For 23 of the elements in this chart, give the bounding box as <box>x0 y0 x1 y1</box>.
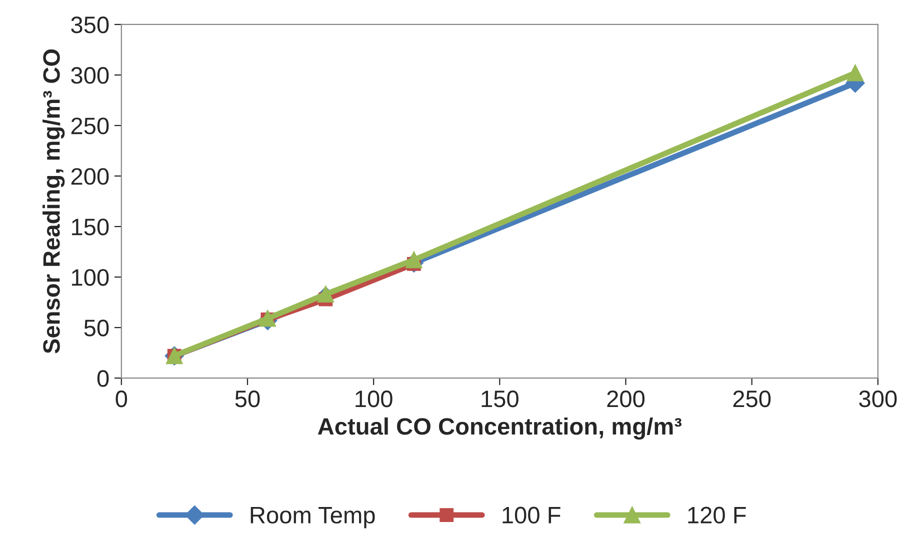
point <box>406 252 422 268</box>
legend-label: Room Temp <box>250 507 375 528</box>
y-tick-label: 350 <box>71 16 109 34</box>
y-tick-label: 100 <box>72 269 109 286</box>
y-tick-label: 250 <box>71 118 109 134</box>
x-tick-label: 300 <box>859 390 897 408</box>
x-tick-label: 100 <box>356 390 392 408</box>
point <box>846 64 864 82</box>
y-tick-label: 200 <box>71 168 109 185</box>
y-axis-title: Sensor Reading, mg/m³ CO <box>42 49 65 354</box>
x-tick-label: 250 <box>733 390 771 408</box>
y-tick-label: 50 <box>84 320 109 336</box>
y-tick-label: 150 <box>72 218 109 236</box>
x-tick-label: 150 <box>482 390 518 408</box>
point <box>317 286 334 303</box>
legend-label: 120 F <box>688 506 746 524</box>
x-tick-label: 0 <box>116 390 128 408</box>
x-axis-title: Actual CO Concentration, mg/m³ <box>318 417 682 440</box>
x-tick-label: 200 <box>607 390 645 408</box>
legend-label: 100 F <box>502 506 560 524</box>
y-tick-label: 300 <box>71 67 109 84</box>
y-tick-label: 0 <box>97 370 109 387</box>
x-tick-label: 50 <box>235 390 260 408</box>
